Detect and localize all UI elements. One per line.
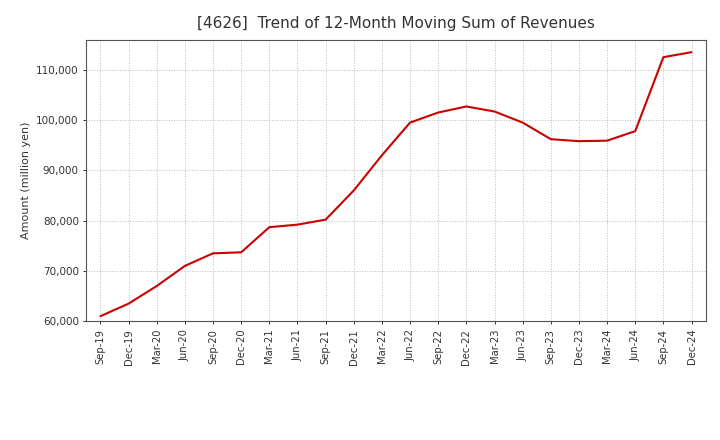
Title: [4626]  Trend of 12-Month Moving Sum of Revenues: [4626] Trend of 12-Month Moving Sum of R… — [197, 16, 595, 32]
Y-axis label: Amount (million yen): Amount (million yen) — [21, 121, 30, 239]
